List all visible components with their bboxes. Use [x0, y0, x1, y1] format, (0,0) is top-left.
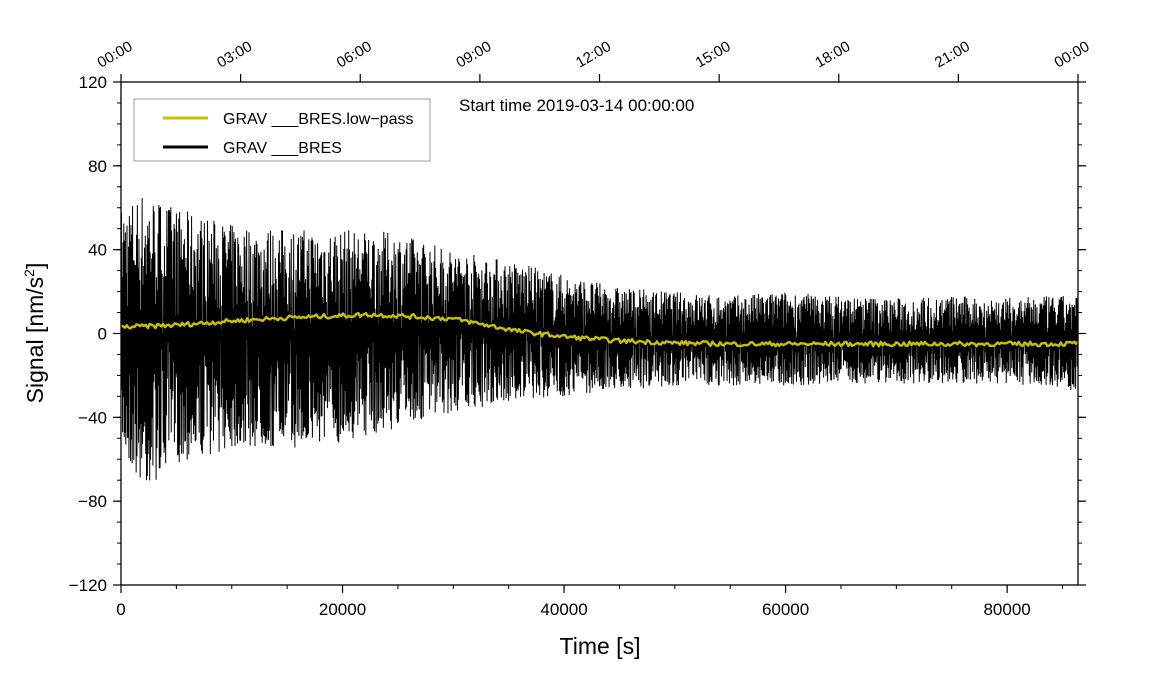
y-axis-title: Signal [nm/s2]	[21, 263, 48, 404]
top-tick-label: 09:00	[453, 38, 494, 71]
y-tick-label: 120	[79, 73, 107, 92]
x-tick-label: 0	[116, 600, 125, 619]
y-tick-label: 40	[88, 241, 107, 260]
x-tick-label: 20000	[319, 600, 366, 619]
top-tick-label: 03:00	[214, 38, 255, 71]
legend-box	[133, 98, 431, 162]
start-time-annotation: Start time 2019-03-14 00:00:00	[459, 96, 694, 115]
series-layer	[120, 198, 1079, 481]
legend: GRAV ___BRES.low−pass GRAV ___BRES	[133, 98, 431, 162]
series-line-low-pass	[120, 311, 1079, 348]
top-tick-label: 06:00	[334, 38, 375, 71]
top-tick-label: 00:00	[95, 38, 136, 71]
legend-label-low-pass: GRAV ___BRES.low−pass	[223, 111, 413, 128]
x-tick-label: 80000	[983, 600, 1030, 619]
top-tick-label: 12:00	[573, 38, 614, 71]
x-axis-title: Time [s]	[560, 633, 641, 659]
y-tick-label: −80	[78, 492, 107, 511]
top-tick-label: 18:00	[812, 38, 853, 71]
top-tick-label: 15:00	[693, 38, 734, 71]
legend-label-raw: GRAV ___BRES	[223, 140, 342, 157]
x-tick-label: 40000	[540, 600, 587, 619]
y-tick-label: 0	[98, 325, 107, 344]
top-tick-label: 21:00	[932, 38, 973, 71]
y-tick-label: −40	[78, 408, 107, 427]
y-tick-label: −120	[69, 576, 107, 595]
x-tick-label: 60000	[762, 600, 809, 619]
top-tick-label: 00:00	[1052, 38, 1093, 71]
y-tick-label: 80	[88, 157, 107, 176]
series-line-raw	[120, 198, 1079, 481]
